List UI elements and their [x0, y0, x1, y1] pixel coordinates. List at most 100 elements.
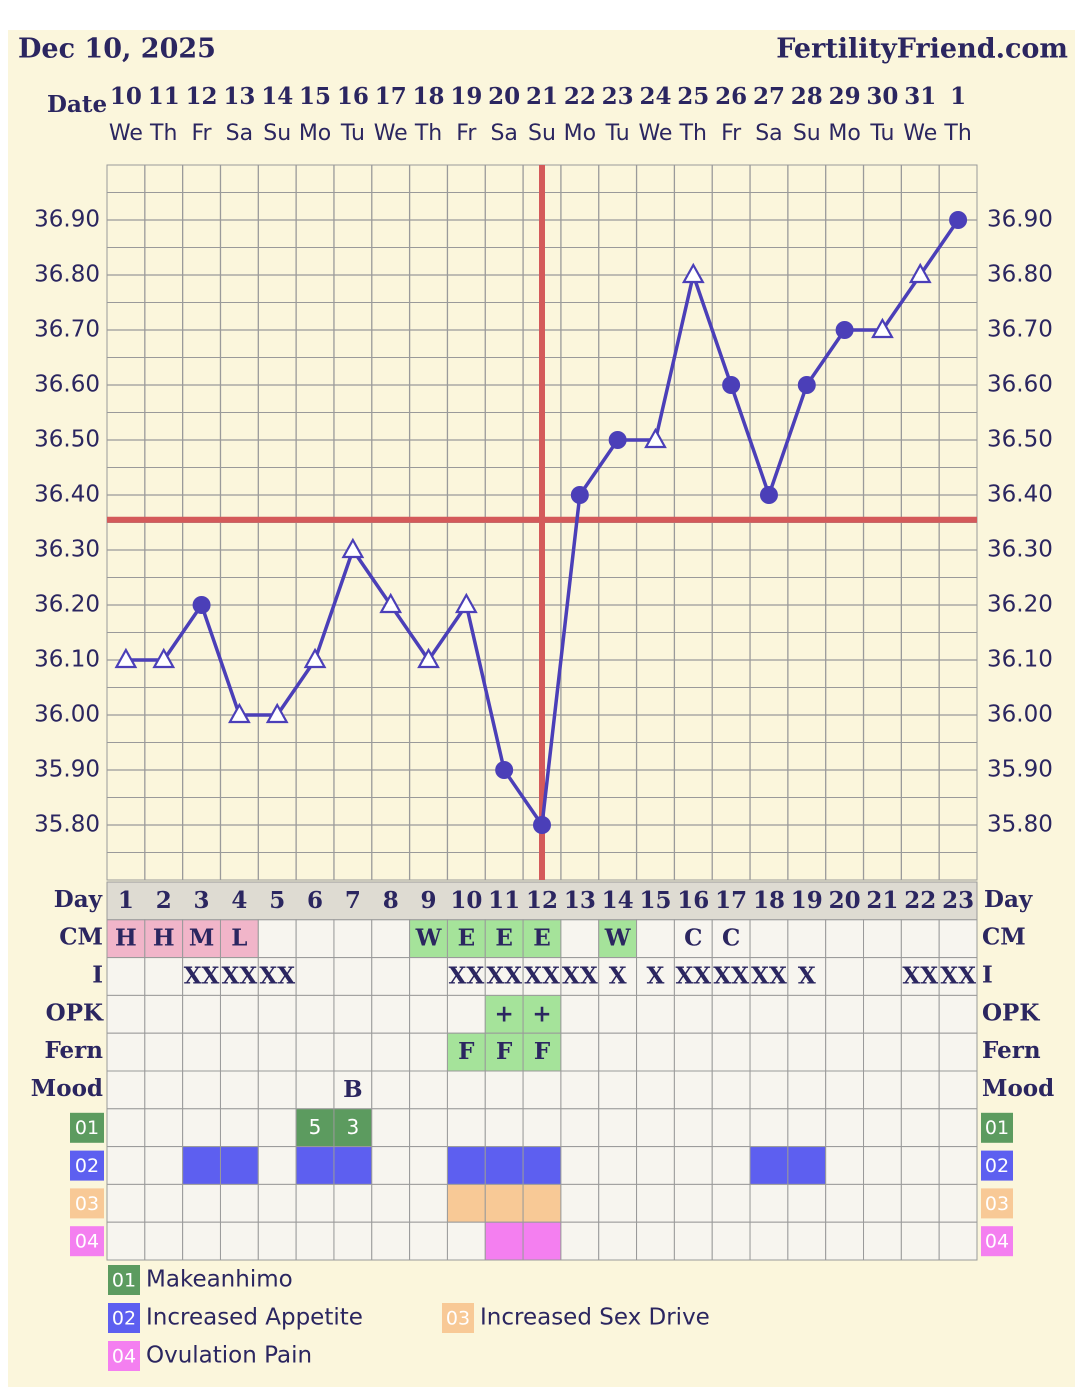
- cell-value: W: [415, 925, 443, 952]
- cell-value: E: [533, 925, 551, 952]
- row-label: I: [92, 962, 103, 989]
- table-cell: [711, 1221, 751, 1261]
- date-label: 27: [753, 83, 785, 110]
- symptom-code: 02: [75, 1155, 99, 1177]
- table-cell: [900, 1108, 940, 1148]
- table-cell: [560, 994, 600, 1034]
- table-cell: [825, 1070, 865, 1110]
- table-cell: [219, 1108, 259, 1148]
- table-cell: [900, 1183, 940, 1223]
- table-cell: [900, 1032, 940, 1072]
- table-cell: [219, 1221, 259, 1261]
- date-label: Date: [47, 91, 107, 118]
- table-cell: [257, 1032, 297, 1072]
- row-label-right: CM: [982, 924, 1026, 951]
- table-cell: [673, 1146, 713, 1185]
- y-tick-label: 36.20: [34, 592, 100, 618]
- table-cell: [446, 1070, 486, 1110]
- table-cell: [825, 994, 865, 1034]
- table-cell: [598, 1146, 638, 1185]
- symptom-code-box: [70, 1188, 104, 1219]
- table-cell: [106, 957, 146, 996]
- table-cell: [182, 957, 221, 996]
- date-label: 29: [829, 83, 861, 110]
- y-tick-label-right: 36.70: [987, 317, 1053, 343]
- row-label: CM: [59, 924, 103, 951]
- temperature-dot: [759, 486, 778, 504]
- table-cell: [257, 1221, 297, 1261]
- weekday-label: Mo: [299, 121, 331, 146]
- weekday-label: We: [638, 121, 672, 146]
- table-cell: [333, 1146, 373, 1185]
- day-number: 23: [942, 887, 974, 914]
- y-tick-label-right: 36.50: [987, 427, 1053, 453]
- day-number: 6: [307, 887, 323, 914]
- date-label: 14: [261, 83, 293, 110]
- table-cell: [409, 994, 448, 1034]
- weekday-label: Sa: [226, 121, 253, 146]
- table-cell: [144, 1108, 184, 1148]
- table-cell: [371, 994, 411, 1034]
- table-cell: [144, 1032, 184, 1072]
- table-cell: [409, 1183, 448, 1223]
- row-label: OPK: [46, 999, 104, 1026]
- y-tick-label-right: 35.80: [987, 812, 1053, 838]
- table-cell: [598, 1183, 638, 1223]
- temperature-dot: [608, 431, 627, 449]
- y-tick-label-right: 36.80: [987, 262, 1053, 288]
- day-number: 7: [345, 887, 361, 914]
- table-cell: [484, 1183, 524, 1223]
- date-label: 26: [715, 83, 747, 110]
- cell-value: XX: [562, 963, 598, 990]
- table-cell: [295, 919, 335, 959]
- weekday-label: Tu: [869, 121, 894, 146]
- weekday-label: Mo: [828, 121, 860, 146]
- table-cell: [900, 1070, 940, 1110]
- date-label: 21: [526, 83, 558, 110]
- day-number: 21: [866, 887, 898, 914]
- table-cell: [673, 1221, 713, 1261]
- cell-value: F: [496, 1038, 513, 1065]
- table-cell: [900, 919, 940, 959]
- day-number: 16: [677, 887, 709, 914]
- table-cell: [371, 1108, 411, 1148]
- table-cell: [144, 1183, 184, 1223]
- y-tick-label: 35.90: [34, 757, 100, 783]
- legend-name: Increased Sex Drive: [480, 1305, 710, 1331]
- cell-value: XX: [222, 963, 258, 990]
- table-cell: [522, 1183, 562, 1223]
- table-cell: [257, 919, 297, 959]
- table-cell: [863, 919, 902, 959]
- table-cell: [333, 1032, 373, 1072]
- table-cell: [106, 1146, 146, 1185]
- legend-code-box: [108, 1265, 140, 1295]
- table-cell: [560, 1032, 600, 1072]
- temperature-triangle: [871, 317, 894, 339]
- symptom-code-box: [70, 1226, 104, 1257]
- cell-value: 3: [347, 1115, 360, 1139]
- legend-code: 04: [112, 1346, 136, 1368]
- table-cell: [295, 957, 335, 996]
- cell-value: X: [647, 963, 665, 990]
- date-label: 12: [186, 83, 218, 110]
- table-cell: [182, 1032, 221, 1072]
- cell-value: X: [798, 963, 816, 990]
- table-cell: [182, 1146, 221, 1185]
- day-number: 3: [194, 887, 210, 914]
- table-cell: [598, 1108, 638, 1148]
- cell-value: W: [604, 925, 632, 952]
- table-cell: [219, 1032, 259, 1072]
- date-label: 18: [413, 83, 445, 110]
- legend-code: 01: [112, 1270, 136, 1292]
- temperature-triangle: [114, 647, 138, 669]
- table-cell: [484, 1146, 524, 1185]
- cell-value: +: [495, 1000, 514, 1027]
- day-number: 13: [564, 887, 596, 914]
- table-cell: [711, 1070, 751, 1110]
- table-cell: [219, 1146, 259, 1185]
- table-cell: [636, 994, 675, 1034]
- table-cell: [106, 1070, 146, 1110]
- temperature-triangle: [228, 702, 251, 724]
- date-label: 16: [337, 83, 369, 110]
- table-cell: [371, 1146, 411, 1185]
